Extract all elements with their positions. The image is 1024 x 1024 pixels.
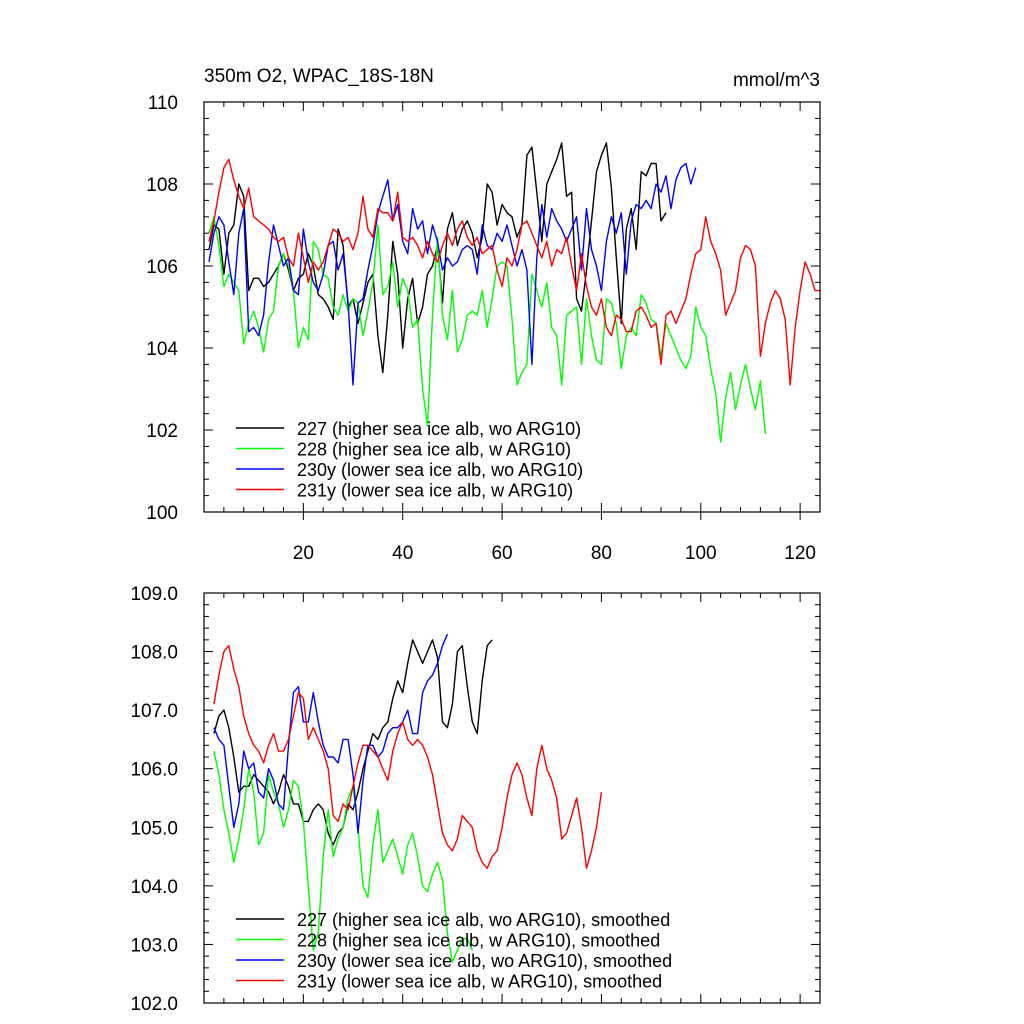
bottom-legend-label-0: 227 (higher sea ice alb, wo ARG10), smoo… [297, 910, 670, 930]
top-y-tick-label: 102 [146, 421, 178, 442]
top-legend-label-2: 230y (lower sea ice alb, wo ARG10) [297, 460, 583, 480]
top-series-line-2 [208, 162, 697, 386]
top-legend-label-3: 231y (lower sea ice alb, w ARG10) [297, 481, 573, 501]
top-panel-title: 350m O2, WPAC_18S-18N [204, 66, 434, 87]
bottom-y-tick-label: 106.0 [130, 760, 178, 781]
top-series-group [208, 142, 820, 443]
bottom-series-line-0 [213, 639, 493, 846]
top-x-tick-label: 40 [392, 543, 413, 564]
top-series-line-1 [208, 216, 767, 443]
top-y-tick-label: 110 [148, 93, 178, 114]
top-panel-unit-label: mmol/m^3 [733, 70, 820, 91]
top-x-tick-label: 120 [784, 543, 816, 564]
bottom-series-group [213, 633, 603, 963]
bottom-panel: 102.0 103.0 104.0 105.0 106.0 107.0 108.0 109.0… [130, 584, 821, 1015]
top-x-tick-label: 20 [293, 543, 314, 564]
bottom-legend: 227 (higher sea ice alb, wo ARG10), smoo… [236, 910, 672, 992]
top-y-tick-label: 100 [146, 503, 178, 524]
top-y-tick-label: 106 [146, 257, 178, 278]
top-series-line-3 [208, 158, 820, 386]
top-x-tick-label: 60 [491, 543, 512, 564]
bottom-tick-group: 102.0 103.0 104.0 105.0 106.0 107.0 108.0 109.0 [130, 584, 820, 1015]
bottom-plot-frame [203, 592, 821, 1004]
top-x-tick-label: 80 [591, 543, 612, 564]
top-tick-group: 100 102 104 106 108 110 20 40 60 80 100 120 [146, 93, 820, 564]
bottom-y-tick-label: 104.0 [130, 877, 178, 898]
top-plot-frame [203, 101, 821, 513]
bottom-y-tick-label: 109.0 [130, 584, 178, 605]
bottom-y-tick-label: 108.0 [130, 643, 178, 664]
bottom-y-tick-label: 107.0 [130, 701, 178, 722]
bottom-series-line-3 [213, 645, 603, 869]
bottom-y-tick-label: 102.0 [130, 994, 178, 1015]
bottom-series-line-2 [213, 633, 449, 834]
top-y-tick-label: 104 [146, 339, 178, 360]
bottom-legend-label-2: 230y (lower sea ice alb, wo ARG10), smoo… [297, 951, 672, 971]
top-legend: 227 (higher sea ice alb, wo ARG10)228 (h… [236, 419, 583, 501]
top-legend-label-0: 227 (higher sea ice alb, wo ARG10) [297, 419, 581, 439]
bottom-legend-label-1: 228 (higher sea ice alb, w ARG10), smoot… [297, 931, 660, 951]
top-x-tick-label: 100 [685, 543, 717, 564]
bottom-y-tick-label: 105.0 [130, 818, 178, 839]
top-y-tick-label: 108 [146, 175, 178, 196]
bottom-y-tick-label: 103.0 [130, 935, 178, 956]
top-series-line-0 [208, 142, 667, 374]
top-panel: 350m O2, WPAC_18S-18N mmol/m^3 100 102 104… [146, 66, 821, 564]
bottom-legend-label-3: 231y (lower sea ice alb, w ARG10), smoot… [297, 972, 662, 992]
bottom-series-line-1 [213, 750, 473, 963]
top-legend-label-1: 228 (higher sea ice alb, w ARG10) [297, 440, 571, 460]
